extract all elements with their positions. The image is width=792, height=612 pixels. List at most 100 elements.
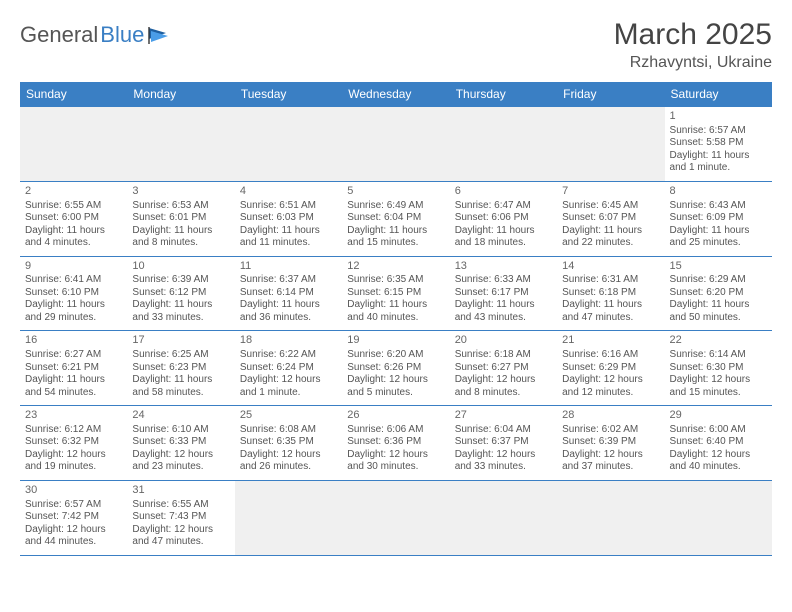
daylight-line-2: and 47 minutes.: [132, 536, 229, 549]
daylight-line-2: and 23 minutes.: [132, 461, 229, 474]
sunrise-line: Sunrise: 6:06 AM: [347, 424, 444, 437]
sunset-line: Sunset: 6:03 PM: [240, 212, 337, 225]
logo: GeneralBlue: [20, 22, 172, 48]
empty-cell: [20, 107, 127, 182]
empty-cell: [665, 480, 772, 555]
day-cell: 24Sunrise: 6:10 AMSunset: 6:33 PMDayligh…: [127, 406, 234, 481]
sunset-line: Sunset: 6:26 PM: [347, 362, 444, 375]
sunrise-line: Sunrise: 6:16 AM: [562, 349, 659, 362]
day-cell: 7Sunrise: 6:45 AMSunset: 6:07 PMDaylight…: [557, 181, 664, 256]
day-cell: 31Sunrise: 6:55 AMSunset: 7:43 PMDayligh…: [127, 480, 234, 555]
daylight-line-2: and 8 minutes.: [132, 237, 229, 250]
flag-icon: [148, 25, 172, 45]
daylight-line-1: Daylight: 12 hours: [25, 449, 122, 462]
calendar-week: 30Sunrise: 6:57 AMSunset: 7:42 PMDayligh…: [20, 480, 772, 555]
sunrise-line: Sunrise: 6:18 AM: [455, 349, 552, 362]
sunrise-line: Sunrise: 6:04 AM: [455, 424, 552, 437]
daylight-line-2: and 5 minutes.: [347, 387, 444, 400]
daylight-line-2: and 4 minutes.: [25, 237, 122, 250]
day-cell: 15Sunrise: 6:29 AMSunset: 6:20 PMDayligh…: [665, 256, 772, 331]
day-number: 29: [670, 409, 767, 423]
daylight-line-1: Daylight: 12 hours: [347, 449, 444, 462]
sunset-line: Sunset: 6:04 PM: [347, 212, 444, 225]
empty-cell: [557, 107, 664, 182]
sunset-line: Sunset: 6:37 PM: [455, 436, 552, 449]
month-title: March 2025: [614, 18, 772, 52]
day-cell: 12Sunrise: 6:35 AMSunset: 6:15 PMDayligh…: [342, 256, 449, 331]
calendar-week: 9Sunrise: 6:41 AMSunset: 6:10 PMDaylight…: [20, 256, 772, 331]
sunset-line: Sunset: 6:12 PM: [132, 287, 229, 300]
daylight-line-2: and 54 minutes.: [25, 387, 122, 400]
daylight-line-2: and 8 minutes.: [455, 387, 552, 400]
sunrise-line: Sunrise: 6:00 AM: [670, 424, 767, 437]
daylight-line-1: Daylight: 12 hours: [240, 374, 337, 387]
sunset-line: Sunset: 6:29 PM: [562, 362, 659, 375]
daylight-line-2: and 25 minutes.: [670, 237, 767, 250]
daylight-line-1: Daylight: 12 hours: [670, 449, 767, 462]
sunset-line: Sunset: 5:58 PM: [670, 137, 767, 150]
empty-cell: [235, 107, 342, 182]
daylight-line-1: Daylight: 12 hours: [25, 524, 122, 537]
day-cell: 6Sunrise: 6:47 AMSunset: 6:06 PMDaylight…: [450, 181, 557, 256]
sunset-line: Sunset: 6:18 PM: [562, 287, 659, 300]
calendar-header-row: SundayMondayTuesdayWednesdayThursdayFrid…: [20, 82, 772, 107]
day-number: 12: [347, 260, 444, 274]
day-number: 26: [347, 409, 444, 423]
calendar-table: SundayMondayTuesdayWednesdayThursdayFrid…: [20, 82, 772, 556]
daylight-line-1: Daylight: 12 hours: [132, 524, 229, 537]
daylight-line-1: Daylight: 11 hours: [562, 299, 659, 312]
day-header: Sunday: [20, 82, 127, 107]
sunrise-line: Sunrise: 6:57 AM: [25, 499, 122, 512]
day-number: 4: [240, 185, 337, 199]
day-cell: 17Sunrise: 6:25 AMSunset: 6:23 PMDayligh…: [127, 331, 234, 406]
day-header: Saturday: [665, 82, 772, 107]
sunrise-line: Sunrise: 6:45 AM: [562, 200, 659, 213]
daylight-line-1: Daylight: 12 hours: [562, 374, 659, 387]
daylight-line-1: Daylight: 11 hours: [240, 225, 337, 238]
day-number: 18: [240, 334, 337, 348]
sunset-line: Sunset: 6:00 PM: [25, 212, 122, 225]
day-number: 31: [132, 484, 229, 498]
day-number: 6: [455, 185, 552, 199]
day-cell: 9Sunrise: 6:41 AMSunset: 6:10 PMDaylight…: [20, 256, 127, 331]
sunset-line: Sunset: 6:07 PM: [562, 212, 659, 225]
daylight-line-2: and 50 minutes.: [670, 312, 767, 325]
day-number: 16: [25, 334, 122, 348]
sunrise-line: Sunrise: 6:55 AM: [25, 200, 122, 213]
day-number: 8: [670, 185, 767, 199]
daylight-line-2: and 26 minutes.: [240, 461, 337, 474]
day-number: 17: [132, 334, 229, 348]
sunrise-line: Sunrise: 6:43 AM: [670, 200, 767, 213]
day-cell: 10Sunrise: 6:39 AMSunset: 6:12 PMDayligh…: [127, 256, 234, 331]
day-cell: 18Sunrise: 6:22 AMSunset: 6:24 PMDayligh…: [235, 331, 342, 406]
day-number: 19: [347, 334, 444, 348]
sunset-line: Sunset: 6:10 PM: [25, 287, 122, 300]
daylight-line-1: Daylight: 11 hours: [240, 299, 337, 312]
sunset-line: Sunset: 6:14 PM: [240, 287, 337, 300]
daylight-line-1: Daylight: 12 hours: [670, 374, 767, 387]
day-number: 10: [132, 260, 229, 274]
daylight-line-2: and 40 minutes.: [347, 312, 444, 325]
day-cell: 28Sunrise: 6:02 AMSunset: 6:39 PMDayligh…: [557, 406, 664, 481]
day-cell: 11Sunrise: 6:37 AMSunset: 6:14 PMDayligh…: [235, 256, 342, 331]
day-header: Friday: [557, 82, 664, 107]
daylight-line-1: Daylight: 11 hours: [25, 374, 122, 387]
day-cell: 8Sunrise: 6:43 AMSunset: 6:09 PMDaylight…: [665, 181, 772, 256]
daylight-line-1: Daylight: 11 hours: [132, 374, 229, 387]
sunrise-line: Sunrise: 6:08 AM: [240, 424, 337, 437]
day-number: 22: [670, 334, 767, 348]
empty-cell: [450, 480, 557, 555]
daylight-line-1: Daylight: 12 hours: [132, 449, 229, 462]
day-cell: 20Sunrise: 6:18 AMSunset: 6:27 PMDayligh…: [450, 331, 557, 406]
empty-cell: [342, 480, 449, 555]
day-cell: 25Sunrise: 6:08 AMSunset: 6:35 PMDayligh…: [235, 406, 342, 481]
day-header: Monday: [127, 82, 234, 107]
sunset-line: Sunset: 7:43 PM: [132, 511, 229, 524]
day-cell: 30Sunrise: 6:57 AMSunset: 7:42 PMDayligh…: [20, 480, 127, 555]
sunrise-line: Sunrise: 6:14 AM: [670, 349, 767, 362]
sunset-line: Sunset: 6:17 PM: [455, 287, 552, 300]
sunrise-line: Sunrise: 6:35 AM: [347, 274, 444, 287]
day-number: 3: [132, 185, 229, 199]
daylight-line-1: Daylight: 11 hours: [455, 225, 552, 238]
day-number: 24: [132, 409, 229, 423]
